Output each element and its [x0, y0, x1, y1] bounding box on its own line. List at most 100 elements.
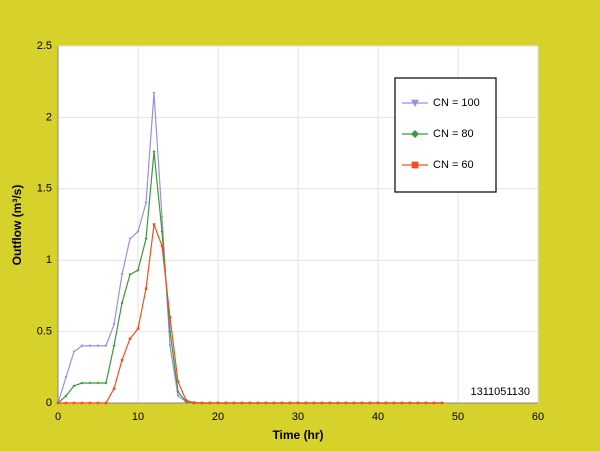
marker: [136, 268, 140, 272]
plot: [56, 91, 444, 405]
marker: [408, 401, 412, 405]
legend-label: CN = 80: [433, 128, 474, 140]
marker: [256, 401, 260, 405]
marker: [80, 344, 84, 348]
marker: [368, 401, 372, 405]
marker: [88, 381, 92, 385]
y-tick-label: 0.5: [37, 326, 52, 338]
marker: [416, 401, 420, 405]
marker: [200, 401, 204, 405]
marker: [80, 401, 84, 405]
marker: [411, 130, 419, 138]
marker: [144, 237, 148, 241]
marker: [168, 344, 172, 348]
marker: [336, 401, 340, 405]
x-tick-label: 10: [132, 411, 144, 423]
marker: [296, 401, 300, 405]
marker: [96, 344, 100, 348]
marker: [424, 401, 428, 405]
x-tick-label: 60: [532, 411, 544, 423]
marker: [392, 401, 396, 405]
marker: [224, 401, 228, 405]
y-tick-label: 1: [46, 254, 52, 266]
marker: [96, 381, 100, 385]
marker: [96, 401, 100, 405]
marker: [352, 401, 356, 405]
x-axis-label: Time (hr): [272, 428, 323, 442]
marker: [240, 401, 244, 405]
marker: [248, 401, 252, 405]
marker: [128, 237, 132, 241]
marker: [264, 401, 268, 405]
marker: [160, 230, 164, 234]
marker: [112, 344, 116, 348]
marker: [232, 401, 236, 405]
marker: [104, 344, 108, 348]
marker: [88, 401, 92, 405]
marker: [136, 230, 140, 234]
marker: [128, 337, 132, 341]
legend: CN = 100 CN = 80 CN = 60: [402, 97, 480, 171]
marker: [160, 244, 164, 248]
marker: [120, 273, 124, 276]
marker: [64, 394, 68, 398]
marker: [80, 381, 84, 385]
y-tick-label: 2.5: [37, 40, 52, 52]
marker: [360, 401, 364, 405]
marker: [176, 390, 180, 394]
marker: [411, 161, 419, 169]
marker: [64, 376, 68, 379]
marker: [272, 401, 276, 405]
marker: [104, 381, 108, 385]
marker: [280, 401, 284, 405]
marker: [344, 401, 348, 405]
marker: [208, 401, 212, 405]
y-axis-label: Outflow (m³/s): [10, 185, 24, 266]
marker: [72, 384, 76, 388]
marker: [72, 401, 76, 405]
x-tick-label: 0: [55, 411, 61, 423]
marker: [112, 387, 116, 390]
marker: [384, 401, 388, 405]
marker: [168, 316, 172, 319]
marker: [411, 99, 419, 107]
marker: [120, 358, 124, 362]
marker: [144, 287, 148, 291]
marker: [320, 401, 324, 405]
legend-label: CN = 60: [433, 159, 474, 171]
marker: [128, 272, 132, 276]
y-tick-label: 2: [46, 111, 52, 123]
x-tick-label: 20: [212, 411, 224, 423]
marker: [328, 401, 332, 405]
marker: [136, 327, 140, 331]
marker: [56, 401, 60, 405]
marker: [168, 330, 172, 334]
marker: [120, 301, 124, 305]
annotation: 1311051130: [470, 386, 530, 398]
marker: [192, 401, 196, 405]
marker: [440, 401, 444, 405]
marker: [104, 401, 108, 405]
marker: [88, 344, 92, 348]
y-tick-label: 0: [46, 397, 52, 409]
x-tick-label: 40: [372, 411, 384, 423]
x-tick-label: 30: [292, 411, 304, 423]
marker: [176, 394, 180, 398]
marker: [432, 401, 436, 405]
marker: [312, 401, 316, 405]
marker: [72, 350, 76, 354]
marker: [216, 401, 220, 405]
marker: [184, 398, 188, 402]
y-tick-label: 1.5: [37, 183, 52, 195]
marker: [400, 401, 404, 405]
marker: [288, 401, 292, 405]
marker: [376, 401, 380, 405]
marker: [160, 216, 164, 219]
x-tick-label: 50: [452, 411, 464, 423]
marker: [152, 150, 156, 154]
marker: [304, 401, 308, 405]
legend-box: [394, 77, 497, 193]
legend-label: CN = 100: [433, 97, 480, 109]
marker: [152, 223, 156, 226]
